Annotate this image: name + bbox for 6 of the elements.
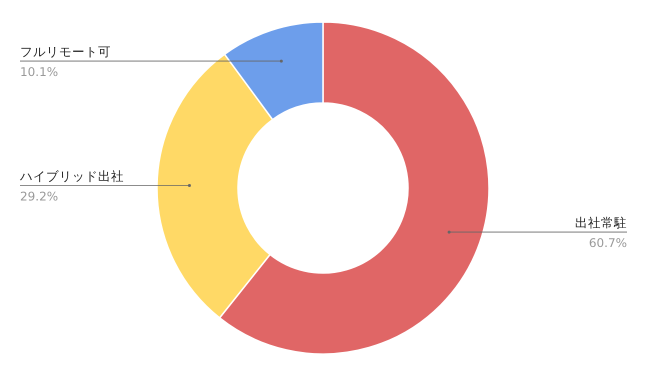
slice-label: 出社常駐 [575,215,627,230]
data-label: 10.1% [20,65,58,80]
data-label: 29.2% [20,189,58,204]
data-label: 60.7% [588,236,627,250]
slice-label: フルリモート可 [20,44,111,60]
slice-label: ハイブリッド出社 [19,168,124,184]
